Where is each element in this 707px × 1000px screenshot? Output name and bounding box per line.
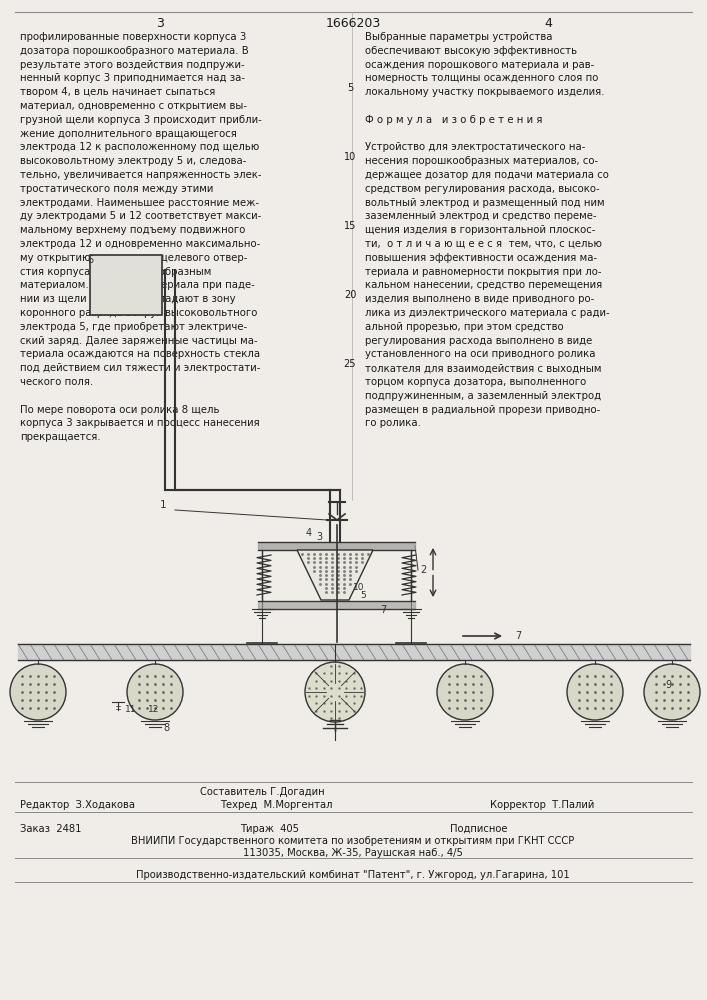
Text: электрода 5, где приобретают электриче-: электрода 5, где приобретают электриче- — [20, 322, 247, 332]
Text: подпружиненным, а заземленный электрод: подпружиненным, а заземленный электрод — [365, 391, 601, 401]
Text: корпуса 3 закрывается и процесс нанесения: корпуса 3 закрывается и процесс нанесени… — [20, 418, 259, 428]
Text: Выбранные параметры устройства: Выбранные параметры устройства — [365, 32, 552, 42]
Text: ВНИИПИ Государственного комитета по изобретениям и открытиям при ГКНТ СССР: ВНИИПИ Государственного комитета по изоб… — [132, 836, 575, 846]
Text: ненный корпус 3 приподнимается над за-: ненный корпус 3 приподнимается над за- — [20, 73, 245, 83]
Text: 4: 4 — [306, 528, 312, 538]
Text: Редактор  З.Ходакова: Редактор З.Ходакова — [20, 800, 135, 810]
Circle shape — [437, 664, 493, 720]
Text: грузной щели корпуса 3 происходит прибли-: грузной щели корпуса 3 происходит прибли… — [20, 115, 262, 125]
Text: номерность толщины осажденного слоя по: номерность толщины осажденного слоя по — [365, 73, 598, 83]
Text: кальном нанесении, средство перемещения: кальном нанесении, средство перемещения — [365, 280, 602, 290]
Text: Ф о р м у л а   и з о б р е т е н и я: Ф о р м у л а и з о б р е т е н и я — [365, 115, 542, 125]
Text: ский заряд. Далее заряженные частицы ма-: ский заряд. Далее заряженные частицы ма- — [20, 336, 257, 346]
Text: 11: 11 — [125, 706, 136, 714]
Text: ти,  о т л и ч а ю щ е е с я  тем, что, с целью: ти, о т л и ч а ю щ е е с я тем, что, с … — [365, 239, 602, 249]
Text: ческого поля.: ческого поля. — [20, 377, 93, 387]
Text: держащее дозатор для подачи материала со: держащее дозатор для подачи материала со — [365, 170, 609, 180]
Text: 10: 10 — [344, 152, 356, 162]
Text: Подписное: Подписное — [450, 824, 508, 834]
Text: изделия выполнено в виде приводного ро-: изделия выполнено в виде приводного ро- — [365, 294, 595, 304]
Text: Производственно-издательский комбинат "Патент", г. Ужгород, ул.Гагарина, 101: Производственно-издательский комбинат "П… — [136, 870, 570, 880]
Circle shape — [10, 664, 66, 720]
Text: 20: 20 — [344, 290, 356, 300]
Text: мальному верхнему подъему подвижного: мальному верхнему подъему подвижного — [20, 225, 245, 235]
Text: ду электродами 5 и 12 соответствует макси-: ду электродами 5 и 12 соответствует макс… — [20, 211, 262, 221]
Text: 5: 5 — [360, 590, 366, 599]
Text: 12: 12 — [148, 706, 159, 714]
Text: 113035, Москва, Ж-35, Раушская наб., 4/5: 113035, Москва, Ж-35, Раушская наб., 4/5 — [243, 848, 463, 858]
Text: териала и равномерности покрытия при ло-: териала и равномерности покрытия при ло- — [365, 267, 602, 277]
Text: вольтный электрод и размещенный под ним: вольтный электрод и размещенный под ним — [365, 198, 604, 208]
Text: му открытию выгрузного щелевого отвер-: му открытию выгрузного щелевого отвер- — [20, 253, 247, 263]
Text: 4: 4 — [544, 17, 552, 30]
Text: По мере поворота оси ролика 8 щель: По мере поворота оси ролика 8 щель — [20, 405, 219, 415]
Text: Тираж  405: Тираж 405 — [240, 824, 299, 834]
Text: высоковольтному электроду 5 и, следова-: высоковольтному электроду 5 и, следова- — [20, 156, 246, 166]
Text: нии из щели корпуса 3 попадают в зону: нии из щели корпуса 3 попадают в зону — [20, 294, 235, 304]
Text: тростатического поля между этими: тростатического поля между этими — [20, 184, 214, 194]
Text: заземленный электрод и средство переме-: заземленный электрод и средство переме- — [365, 211, 597, 221]
Text: торцом корпуса дозатора, выполненного: торцом корпуса дозатора, выполненного — [365, 377, 586, 387]
Text: толкателя для взаимодействия с выходным: толкателя для взаимодействия с выходным — [365, 363, 602, 373]
Text: обеспечивают высокую эффективность: обеспечивают высокую эффективность — [365, 46, 577, 56]
Text: повышения эффективности осаждения ма-: повышения эффективности осаждения ма- — [365, 253, 597, 263]
Text: установленного на оси приводного ролика: установленного на оси приводного ролика — [365, 349, 595, 359]
Circle shape — [305, 662, 365, 722]
Text: материал, одновременно с открытием вы-: материал, одновременно с открытием вы- — [20, 101, 247, 111]
Text: результате этого воздействия подпружи-: результате этого воздействия подпружи- — [20, 60, 245, 70]
Text: Устройство для электростатического на-: Устройство для электростатического на- — [365, 142, 585, 152]
Text: 9: 9 — [665, 680, 671, 690]
Text: го ролика.: го ролика. — [365, 418, 421, 428]
Text: коронного разряда вокруг высоковольтного: коронного разряда вокруг высоковольтного — [20, 308, 257, 318]
Text: тельно, увеличивается напряженность элек-: тельно, увеличивается напряженность элек… — [20, 170, 262, 180]
Text: 3: 3 — [156, 17, 164, 30]
Text: 15: 15 — [344, 221, 356, 231]
Text: 6: 6 — [87, 255, 93, 265]
Text: Техред  М.Моргентал: Техред М.Моргентал — [220, 800, 332, 810]
Text: 7: 7 — [380, 605, 386, 615]
Text: размещен в радиальной прорези приводно-: размещен в радиальной прорези приводно- — [365, 405, 600, 415]
Text: дозатора порошкообразного материала. В: дозатора порошкообразного материала. В — [20, 46, 249, 56]
Text: 5: 5 — [347, 83, 353, 93]
Circle shape — [644, 664, 700, 720]
Text: териала осаждаются на поверхность стекла: териала осаждаются на поверхность стекла — [20, 349, 260, 359]
Text: 2: 2 — [420, 565, 426, 575]
Text: лика из диэлектрического материала с ради-: лика из диэлектрического материала с рад… — [365, 308, 609, 318]
Text: Корректор  Т.Палий: Корректор Т.Палий — [490, 800, 595, 810]
Text: 1: 1 — [160, 500, 167, 510]
Text: Составитель Г.Догадин: Составитель Г.Догадин — [200, 787, 325, 797]
Polygon shape — [297, 550, 373, 600]
Text: прекращается.: прекращается. — [20, 432, 100, 442]
Text: жение дополнительного вращающегося: жение дополнительного вращающегося — [20, 129, 237, 139]
Text: 25: 25 — [344, 359, 356, 369]
Text: Заказ  2481: Заказ 2481 — [20, 824, 81, 834]
Text: несения порошкообразных материалов, со-: несения порошкообразных материалов, со- — [365, 156, 598, 166]
Text: 1666203: 1666203 — [325, 17, 380, 30]
Text: 3: 3 — [316, 532, 322, 542]
FancyBboxPatch shape — [90, 255, 162, 315]
Text: 8: 8 — [163, 723, 169, 733]
Text: 7: 7 — [515, 631, 521, 641]
Text: осаждения порошкового материала и рав-: осаждения порошкового материала и рав- — [365, 60, 595, 70]
Text: профилированные поверхности корпуса 3: профилированные поверхности корпуса 3 — [20, 32, 246, 42]
Text: твором 4, в цель начинает сыпаться: твором 4, в цель начинает сыпаться — [20, 87, 216, 97]
Text: альной прорезью, при этом средство: альной прорезью, при этом средство — [365, 322, 563, 332]
Text: регулирования расхода выполнено в виде: регулирования расхода выполнено в виде — [365, 336, 592, 346]
Text: электродами. Наименьшее расстояние меж-: электродами. Наименьшее расстояние меж- — [20, 198, 259, 208]
Circle shape — [127, 664, 183, 720]
Text: материалом. Частицы материала при паде-: материалом. Частицы материала при паде- — [20, 280, 255, 290]
Text: средством регулирования расхода, высоко-: средством регулирования расхода, высоко- — [365, 184, 600, 194]
Circle shape — [567, 664, 623, 720]
Text: локальному участку покрываемого изделия.: локальному участку покрываемого изделия. — [365, 87, 604, 97]
Text: электрода 12 к расположенному под щелью: электрода 12 к расположенному под щелью — [20, 142, 259, 152]
Text: 10: 10 — [353, 582, 365, 591]
Text: щения изделия в горизонтальной плоскос-: щения изделия в горизонтальной плоскос- — [365, 225, 595, 235]
Text: стия корпуса 3 с порошкообразным: стия корпуса 3 с порошкообразным — [20, 267, 211, 277]
Text: под действием сил тяжести и электростати-: под действием сил тяжести и электростати… — [20, 363, 260, 373]
Text: электрода 12 и одновременно максимально-: электрода 12 и одновременно максимально- — [20, 239, 260, 249]
